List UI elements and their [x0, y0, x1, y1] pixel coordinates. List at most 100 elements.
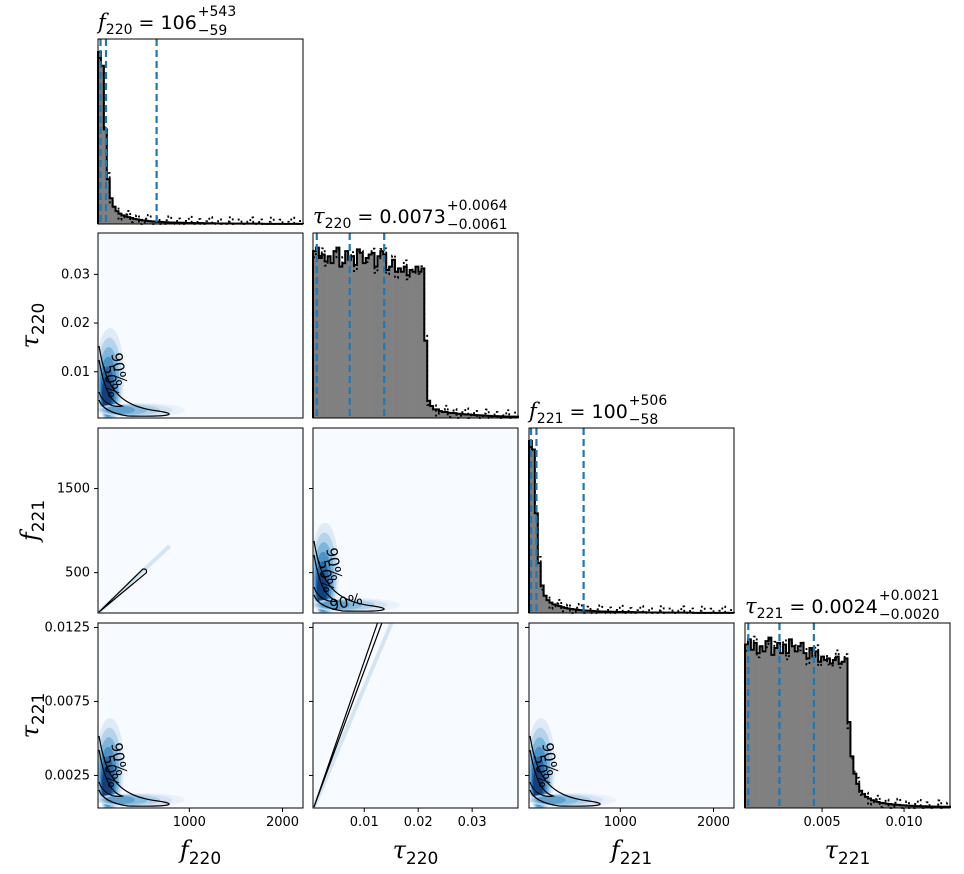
- contour-label-50: 50%: [314, 558, 338, 594]
- x-axis-label-tau220: τ220: [393, 836, 439, 869]
- hist-bar: [900, 805, 904, 808]
- hist-bar: [838, 663, 842, 808]
- marginal-panel-tau221: [744, 622, 951, 809]
- hist-bar: [354, 264, 358, 418]
- density-layer: 90%50%: [98, 718, 185, 808]
- title-plus-error: +0.0064: [447, 198, 508, 214]
- hist-bar: [835, 656, 840, 808]
- x-axis-label-tau221: τ221: [825, 836, 871, 869]
- y-tick-label: 0.02: [61, 316, 90, 331]
- hist-bar: [112, 206, 116, 224]
- hist-bar: [575, 609, 580, 613]
- joint-panel-f220-tau220: 90%50%: [97, 232, 304, 419]
- hist-bar: [444, 411, 449, 418]
- x-axis-label-f220: f220: [178, 836, 221, 869]
- hist-bar: [587, 610, 591, 613]
- hist-bar: [774, 647, 778, 808]
- marginal-title-tau221: τ221 = 0.0024: [745, 594, 878, 622]
- hist-bar: [832, 660, 837, 808]
- density-ridge: [313, 623, 394, 808]
- joint-panel-f220-f221: [97, 427, 304, 614]
- density-background: [529, 623, 734, 808]
- hist-bar: [584, 610, 588, 613]
- hist-bar: [821, 656, 825, 808]
- x-tick-label: 0.010: [885, 815, 922, 830]
- x-axis-label-f221: f221: [609, 836, 652, 869]
- panel-frame: [97, 232, 304, 419]
- hist-bar: [485, 415, 490, 418]
- hist-bar: [436, 409, 440, 418]
- hist-bar: [856, 783, 860, 808]
- marginal-title-tau220: τ220 = 0.0073: [313, 204, 446, 232]
- hist-bar: [147, 221, 152, 224]
- hist-bar: [421, 268, 425, 418]
- panel-frame: [528, 622, 735, 809]
- hist-bar: [121, 215, 125, 224]
- density-tail-4: [536, 796, 566, 804]
- hist-bar: [392, 259, 396, 418]
- hist-bar: [456, 413, 460, 418]
- hist-bar: [441, 411, 446, 418]
- hist-bar: [345, 251, 349, 418]
- hist-bar: [590, 610, 594, 613]
- hist-bar: [100, 65, 105, 225]
- hist-outline: [312, 246, 519, 418]
- hist-bar: [462, 414, 466, 418]
- hist-bar: [397, 268, 402, 418]
- hist-bar: [546, 600, 550, 613]
- hist-bar: [447, 412, 451, 418]
- hist-bar: [409, 270, 413, 418]
- panel-frame: [97, 622, 304, 809]
- hist-bar: [153, 221, 157, 224]
- hist-bar: [909, 805, 913, 808]
- hist-bar: [453, 413, 457, 418]
- panel-frame: [97, 38, 304, 225]
- marginal-panel-tau220: [312, 232, 519, 419]
- hist-bar: [765, 641, 769, 808]
- hist-bar: [797, 646, 801, 808]
- hist-bar: [897, 804, 901, 808]
- hist-bar: [139, 219, 143, 224]
- hist-bar: [891, 804, 895, 808]
- contour-50: [529, 749, 556, 797]
- contour-90: [98, 345, 170, 417]
- y-axis-label-f221: f221: [16, 500, 49, 543]
- title-minus-error: −0.0020: [879, 607, 940, 623]
- hist-bar: [339, 266, 343, 418]
- x-axis-label-f220-subscript: 220: [189, 849, 221, 869]
- hist-bar: [433, 409, 437, 418]
- y-axis-label-f221-subscript: 221: [29, 500, 49, 532]
- title-median: = 106: [133, 12, 197, 34]
- hist-bar: [377, 256, 381, 418]
- marginal-panel-f220: [97, 38, 304, 225]
- hist-bar: [106, 179, 111, 224]
- hist-bar: [438, 411, 443, 418]
- density-background: [313, 428, 518, 613]
- title-plus-error: +506: [629, 393, 668, 409]
- hist-bar: [156, 221, 160, 224]
- y-tick-label: 0.0125: [45, 620, 91, 635]
- y-tick-label: 1500: [57, 482, 90, 497]
- hist-bar: [803, 653, 807, 808]
- density-background: [313, 623, 518, 808]
- x-tick-label: 0.005: [803, 815, 840, 830]
- hist-bar: [389, 266, 393, 418]
- hist-bar: [127, 217, 131, 224]
- hist-bar: [853, 773, 857, 808]
- hist-bar: [330, 263, 334, 418]
- title-subscript: 221: [537, 411, 564, 427]
- hist-bar: [403, 266, 408, 418]
- title-symbol: τ: [745, 594, 757, 618]
- hist-bar: [806, 658, 810, 808]
- hist-bar: [885, 803, 889, 808]
- title-plus-error: +543: [198, 4, 236, 20]
- hist-bar: [564, 607, 568, 613]
- contour-50: [98, 359, 125, 407]
- hist-bar: [365, 257, 369, 418]
- density-background: [98, 233, 303, 418]
- hist-bar: [424, 340, 428, 418]
- hist-bar: [468, 414, 472, 418]
- hist-bar: [359, 252, 364, 418]
- hist-bar: [788, 639, 793, 808]
